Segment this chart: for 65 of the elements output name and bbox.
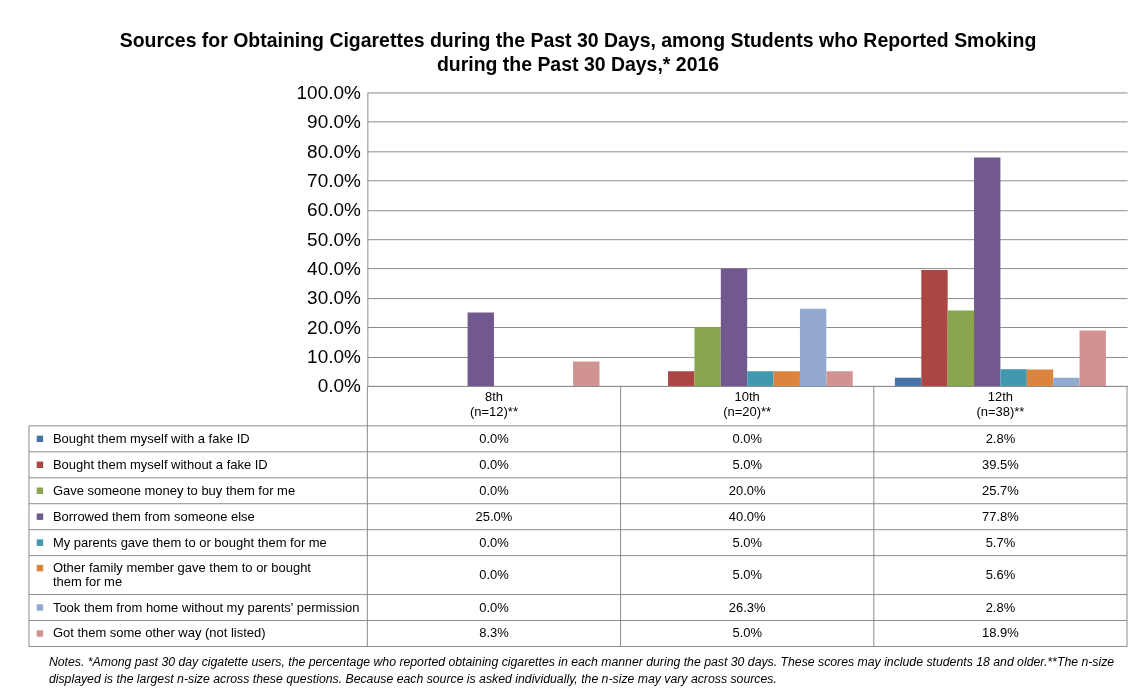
data-label: 40.0%	[728, 508, 767, 524]
bar	[826, 371, 853, 386]
y-tick-label: 70.0%	[307, 169, 362, 191]
bar	[773, 371, 800, 386]
data-label: 0.0%	[479, 456, 510, 472]
bar	[947, 310, 975, 386]
y-tick-label: 90.0%	[307, 111, 362, 133]
bar	[573, 361, 600, 386]
bar	[799, 308, 827, 386]
legend-label: Gave someone money to buy them for me	[52, 482, 296, 498]
bar	[1053, 377, 1080, 386]
bar	[1026, 369, 1054, 386]
y-tick-label: 0.0%	[317, 375, 362, 397]
bar	[894, 377, 922, 386]
y-tick-label: 80.0%	[307, 140, 362, 162]
data-label: 5.0%	[732, 567, 763, 583]
data-label: 0.0%	[479, 430, 510, 446]
data-label: 77.8%	[982, 508, 1020, 524]
legend-label: My parents gave them to or bought them for me	[52, 534, 327, 550]
bar	[747, 371, 774, 386]
bar	[921, 270, 948, 386]
data-label: 0.0%	[479, 482, 510, 498]
data-label: 8.3%	[479, 625, 510, 641]
data-label: 26.3%	[728, 599, 767, 615]
data-label: 5.0%	[732, 534, 763, 550]
bar	[720, 268, 748, 386]
legend-label: Other family member gave them to or bought them for me	[52, 560, 312, 590]
data-label: 5.6%	[985, 567, 1016, 583]
data-label: 2.8%	[985, 430, 1016, 446]
data-label: 0.0%	[479, 567, 510, 583]
y-tick-label: 60.0%	[307, 199, 362, 221]
data-label: 18.9%	[982, 625, 1020, 641]
data-label: 25.7%	[982, 482, 1020, 498]
y-tick-label: 100.0%	[296, 81, 361, 103]
data-label: 0.0%	[479, 599, 510, 615]
data-label: 5.7%	[985, 534, 1016, 550]
bar	[1079, 330, 1106, 386]
data-label: 2.8%	[985, 599, 1016, 615]
y-tick-label: 40.0%	[307, 258, 362, 280]
data-label: 25.0%	[475, 508, 513, 524]
y-tick-label: 50.0%	[307, 228, 362, 250]
bar	[467, 312, 494, 386]
x-tick-label: 8th (n=12)**	[469, 389, 518, 420]
bar	[668, 371, 695, 386]
bar	[1000, 369, 1027, 386]
legend-label: Took them from home without my parents' permission	[52, 599, 360, 615]
data-label: 39.5%	[982, 456, 1020, 472]
y-tick-label: 10.0%	[307, 346, 362, 368]
y-tick-label: 20.0%	[307, 316, 362, 338]
legend-label: Got them some other way (not listed)	[52, 625, 266, 641]
x-tick-label: 12th (n=38)**	[976, 389, 1025, 420]
bar	[974, 157, 1001, 386]
data-label: 20.0%	[728, 482, 767, 498]
bar	[694, 327, 721, 386]
chart-title: Sources for Obtaining Cigarettes during the Past 30 Days, among Students who Reported Smoking during the Past 30 Days,* 2016	[119, 29, 1037, 75]
y-tick-label: 30.0%	[307, 287, 362, 309]
legend-label: Bought them myself with a fake ID	[52, 430, 250, 446]
data-label: 5.0%	[732, 625, 763, 641]
data-label: 0.0%	[479, 534, 510, 550]
legend-label: Borrowed them from someone else	[52, 508, 255, 524]
legend-label: Bought them myself without a fake ID	[52, 456, 268, 472]
data-label: 5.0%	[732, 456, 763, 472]
x-tick-label: 10th (n=20)**	[723, 389, 772, 420]
data-label: 0.0%	[732, 430, 763, 446]
text: Notes. *Among past 30 day cigatette users, the percentage who reported obtaining cigarettes in each manner during the past 30 days. These scores may include students 18 and older.**The n-size displayed is the largest n-size across these questions. Because each source is asked individually, the n-size may vary across sources.	[48, 655, 1115, 687]
